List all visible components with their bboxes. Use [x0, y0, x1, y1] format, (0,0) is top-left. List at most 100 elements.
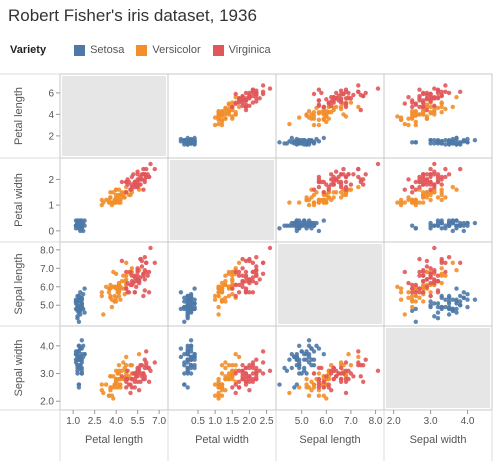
point-setosa — [432, 301, 437, 306]
point-virginica — [254, 374, 259, 379]
point-versicolor — [99, 197, 105, 203]
point-virginica — [254, 368, 259, 373]
point-virginica — [406, 177, 411, 182]
point-setosa — [302, 352, 307, 357]
point-virginica — [363, 90, 368, 96]
point-setosa — [188, 139, 194, 144]
point-virginica — [267, 368, 273, 373]
point-versicolor — [124, 363, 129, 368]
x-tick-label: 4.0 — [461, 416, 475, 427]
point-versicolor — [346, 352, 351, 357]
point-versicolor — [121, 360, 126, 365]
cell-sepal-length-vs-petal-length — [59, 241, 169, 327]
point-setosa — [76, 385, 82, 390]
point-setosa — [458, 293, 463, 299]
point-setosa — [282, 365, 287, 371]
point-virginica — [134, 284, 139, 289]
point-versicolor — [297, 200, 302, 205]
point-virginica — [243, 107, 249, 113]
x-tick-label: 2.0 — [387, 416, 401, 427]
point-virginica — [316, 184, 322, 190]
point-versicolor — [136, 352, 142, 357]
point-versicolor — [236, 104, 242, 110]
point-virginica — [417, 290, 422, 295]
point-virginica — [236, 290, 242, 295]
y-tick-label: 6.0 — [40, 282, 54, 293]
point-setosa — [178, 290, 184, 295]
point-virginica — [443, 83, 448, 88]
point-setosa — [287, 357, 292, 362]
point-versicolor — [398, 117, 404, 123]
x-axis-petal-length: 1.0 2.5 4.0 5.5 7.0 Petal length — [59, 410, 167, 461]
legend-entry-virginica[interactable]: Virginica — [212, 44, 271, 56]
point-versicolor — [398, 290, 404, 295]
point-versicolor — [443, 273, 448, 278]
point-virginica — [324, 97, 329, 102]
point-versicolor — [410, 304, 415, 310]
point-setosa — [192, 301, 197, 306]
point-setosa — [446, 223, 452, 228]
point-virginica — [236, 385, 242, 390]
point-virginica — [267, 86, 273, 91]
point-virginica — [413, 101, 418, 106]
point-virginica — [334, 90, 339, 96]
point-versicolor — [428, 110, 433, 115]
point-virginica — [428, 166, 433, 172]
point-virginica — [148, 368, 153, 373]
x-axis-petal-width: 0.5 1.0 1.5 2.0 2.5 Petal width — [167, 410, 274, 461]
point-virginica — [435, 95, 441, 100]
point-virginica — [406, 95, 411, 100]
point-virginica — [319, 90, 324, 96]
point-versicolor — [230, 363, 235, 368]
point-virginica — [135, 268, 140, 273]
point-setosa — [454, 301, 459, 306]
legend-entry-setosa[interactable]: Setosa — [74, 44, 124, 56]
point-virginica — [119, 258, 125, 264]
y-tick-label: 0 — [48, 226, 54, 237]
point-versicolor — [219, 393, 225, 398]
point-virginica — [346, 90, 351, 96]
point-virginica — [421, 104, 426, 110]
point-versicolor — [413, 202, 418, 208]
point-setosa — [321, 218, 326, 223]
point-virginica — [240, 363, 245, 368]
point-versicolor — [338, 190, 344, 195]
point-virginica — [233, 282, 238, 288]
point-virginica — [260, 349, 266, 354]
point-virginica — [424, 172, 430, 177]
point-virginica — [247, 92, 252, 98]
point-virginica — [233, 390, 238, 396]
point-versicolor — [439, 197, 444, 203]
point-virginica — [428, 187, 433, 192]
point-versicolor — [410, 293, 415, 299]
point-versicolor — [226, 110, 232, 115]
point-versicolor — [118, 297, 123, 302]
point-virginica — [343, 184, 349, 190]
point-setosa — [413, 306, 418, 312]
cell-frame — [275, 73, 385, 159]
point-virginica — [316, 87, 322, 92]
point-virginica — [421, 273, 426, 278]
legend-entry-versicolor[interactable]: Versicolor — [136, 44, 201, 56]
point-versicolor — [230, 292, 235, 297]
point-versicolor — [311, 192, 317, 198]
legend-label-virginica: Virginica — [228, 44, 271, 56]
point-setosa — [292, 385, 297, 390]
point-versicolor — [116, 376, 122, 382]
point-virginica — [316, 379, 322, 384]
point-virginica — [250, 100, 256, 105]
point-virginica — [142, 288, 147, 293]
point-virginica — [356, 83, 361, 88]
point-versicolor — [230, 100, 235, 105]
point-virginica — [341, 91, 346, 97]
cell-petal-length-vs-petal-length — [59, 73, 169, 159]
point-virginica — [247, 374, 252, 379]
point-versicolor — [219, 363, 225, 368]
point-virginica — [267, 245, 273, 251]
point-setosa — [185, 352, 190, 357]
point-versicolor — [421, 299, 426, 304]
point-setosa — [446, 306, 452, 312]
point-virginica — [135, 172, 140, 177]
point-setosa — [192, 135, 197, 141]
